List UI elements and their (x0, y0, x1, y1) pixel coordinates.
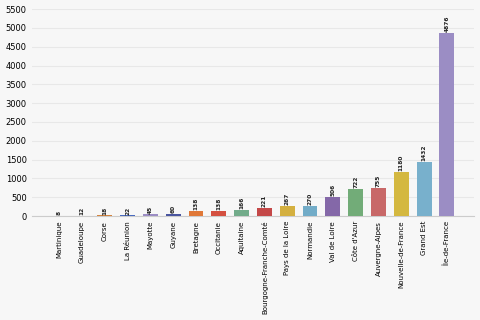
Bar (143, 214, 158, 216)
Bar (394, 172, 408, 216)
Bar (371, 188, 386, 216)
Text: 138: 138 (193, 198, 198, 210)
Text: 45: 45 (148, 205, 153, 214)
Bar (166, 214, 180, 216)
Bar (348, 189, 363, 216)
Bar (211, 211, 226, 216)
Text: 4876: 4876 (444, 15, 449, 32)
Text: 267: 267 (285, 193, 290, 205)
Text: 270: 270 (308, 193, 312, 205)
Bar (280, 206, 295, 216)
Bar (417, 162, 432, 216)
Bar (325, 197, 340, 216)
Text: 1432: 1432 (421, 145, 427, 161)
Text: 221: 221 (262, 195, 267, 207)
Bar (189, 211, 204, 216)
Bar (97, 215, 112, 216)
Text: 12: 12 (79, 207, 84, 215)
Text: 60: 60 (171, 205, 176, 213)
Text: 18: 18 (102, 206, 107, 215)
Bar (120, 215, 135, 216)
Text: 166: 166 (239, 197, 244, 209)
Text: 22: 22 (125, 206, 130, 214)
Text: 8: 8 (57, 211, 61, 215)
Bar (302, 206, 317, 216)
Bar (257, 208, 272, 216)
Text: 138: 138 (216, 198, 221, 210)
Text: 755: 755 (376, 174, 381, 187)
Text: 1180: 1180 (399, 155, 404, 171)
Text: 722: 722 (353, 176, 358, 188)
Bar (234, 210, 249, 216)
Text: 506: 506 (330, 184, 336, 196)
Bar (440, 33, 454, 216)
